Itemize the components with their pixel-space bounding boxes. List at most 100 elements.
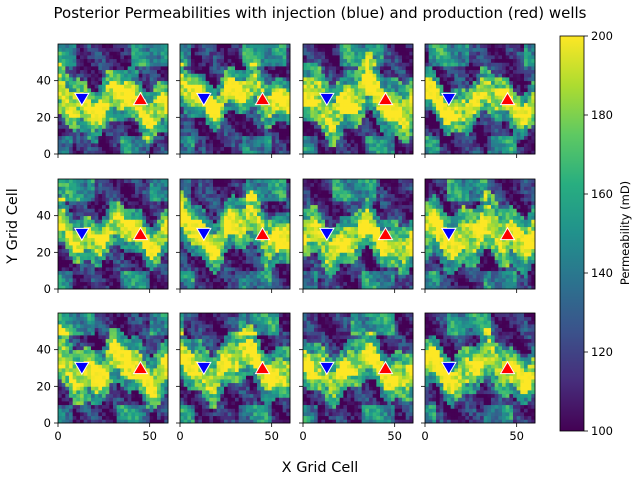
- heatmap-cell: [487, 143, 492, 148]
- heatmap-cell: [242, 55, 247, 60]
- heatmap-cell: [383, 128, 388, 133]
- heatmap-cell: [527, 128, 532, 133]
- heatmap-cell: [194, 270, 199, 275]
- heatmap-cell: [120, 124, 125, 129]
- heatmap-cell: [127, 230, 132, 235]
- heatmap-cell: [191, 241, 196, 246]
- heatmap-cell: [458, 84, 463, 89]
- heatmap-cell: [275, 117, 280, 122]
- heatmap-cell: [157, 44, 162, 49]
- heatmap-cell: [358, 124, 363, 129]
- heatmap-cell: [428, 135, 433, 140]
- heatmap-cell: [138, 58, 143, 63]
- heatmap-cell: [450, 69, 455, 74]
- heatmap-cell: [135, 201, 140, 206]
- heatmap-cell: [428, 84, 433, 89]
- heatmap-cell: [120, 259, 125, 264]
- heatmap-cell: [61, 77, 66, 82]
- heatmap-cell: [58, 121, 63, 126]
- heatmap-cell: [402, 113, 407, 118]
- heatmap-cell: [220, 58, 225, 63]
- heatmap-cell: [146, 80, 151, 85]
- heatmap-cell: [146, 204, 151, 209]
- heatmap-cell: [138, 135, 143, 140]
- heatmap-cell: [198, 80, 203, 85]
- heatmap-cell: [216, 285, 221, 290]
- heatmap-cell: [113, 259, 118, 264]
- heatmap-cell: [483, 55, 488, 60]
- heatmap-cell: [116, 281, 121, 286]
- heatmap-cell: [321, 102, 326, 107]
- heatmap-cell: [242, 234, 247, 239]
- heatmap-cell: [242, 106, 247, 111]
- heatmap-cell: [198, 263, 203, 268]
- heatmap-cell: [65, 117, 70, 122]
- heatmap-cell: [339, 69, 344, 74]
- heatmap-cell: [80, 285, 85, 290]
- heatmap-cell: [443, 124, 448, 129]
- heatmap-cell: [282, 55, 287, 60]
- heatmap-cell: [369, 106, 374, 111]
- heatmap-cell: [271, 143, 276, 148]
- heatmap-cell: [109, 84, 114, 89]
- heatmap-cell: [520, 132, 525, 137]
- heatmap-cell: [321, 135, 326, 140]
- heatmap-cell: [83, 190, 88, 195]
- heatmap-cell: [61, 204, 66, 209]
- heatmap-cell: [216, 267, 221, 272]
- heatmap-cell: [87, 143, 92, 148]
- heatmap-cell: [369, 102, 374, 107]
- heatmap-cell: [332, 139, 337, 144]
- heatmap-cell: [279, 281, 284, 286]
- heatmap-cell: [347, 62, 352, 67]
- heatmap-cell: [409, 88, 414, 93]
- heatmap-cell: [213, 267, 218, 272]
- heatmap-cell: [339, 128, 344, 133]
- heatmap-cell: [310, 66, 315, 71]
- heatmap-cell: [306, 135, 311, 140]
- heatmap-cell: [213, 146, 218, 151]
- heatmap-cell: [264, 263, 269, 268]
- heatmap-cell: [238, 55, 243, 60]
- heatmap-cell: [227, 143, 232, 148]
- heatmap-cell: [491, 113, 496, 118]
- heatmap-cell: [94, 113, 99, 118]
- heatmap-cell: [105, 139, 110, 144]
- heatmap-cell: [87, 88, 92, 93]
- heatmap-cell: [347, 47, 352, 52]
- heatmap-cell: [365, 84, 370, 89]
- heatmap-cell: [394, 66, 399, 71]
- heatmap-cell: [432, 150, 437, 155]
- heatmap-cell: [354, 73, 359, 78]
- heatmap-cell: [183, 285, 188, 290]
- heatmap-cell: [113, 256, 118, 261]
- heatmap-cell: [461, 143, 466, 148]
- heatmap-cell: [509, 121, 514, 126]
- heatmap-cell: [149, 208, 154, 213]
- heatmap-cell: [249, 150, 254, 155]
- heatmap-cell: [198, 234, 203, 239]
- heatmap-cell: [447, 106, 452, 111]
- heatmap-cell: [120, 146, 125, 151]
- heatmap-cell: [142, 84, 147, 89]
- heatmap-cell: [124, 190, 129, 195]
- heatmap-cell: [275, 252, 280, 257]
- heatmap-cell: [394, 106, 399, 111]
- heatmap-cell: [275, 51, 280, 56]
- heatmap-cell: [109, 124, 114, 129]
- heatmap-cell: [157, 193, 162, 198]
- heatmap-cell: [321, 58, 326, 63]
- heatmap-cell: [282, 110, 287, 115]
- heatmap-cell: [149, 69, 154, 74]
- heatmap-cell: [83, 73, 88, 78]
- heatmap-cell: [183, 263, 188, 268]
- heatmap-cell: [135, 113, 140, 118]
- heatmap-cell: [487, 106, 492, 111]
- heatmap-cell: [102, 135, 107, 140]
- heatmap-cell: [191, 263, 196, 268]
- heatmap-cell: [527, 146, 532, 151]
- heatmap-cell: [65, 99, 70, 104]
- heatmap-cell: [120, 150, 125, 155]
- heatmap-cell: [61, 270, 66, 275]
